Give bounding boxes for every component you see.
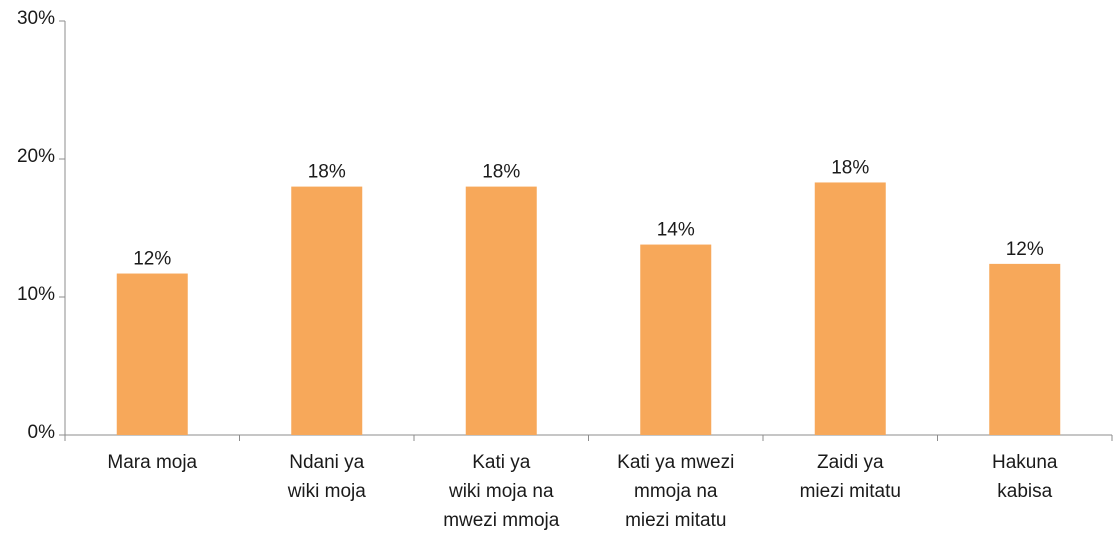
x-tick-label: miezi mitatu — [800, 481, 901, 502]
x-tick-label: kabisa — [997, 481, 1052, 502]
value-label: 12% — [133, 249, 171, 270]
y-tick-label: 20% — [17, 146, 55, 167]
bar — [465, 186, 537, 435]
value-label: 14% — [657, 220, 695, 241]
x-tick-label: Kati ya — [472, 452, 531, 473]
x-tick-label: Kati ya mwezi — [617, 452, 734, 473]
x-tick-label: Mara moja — [107, 452, 197, 473]
bar — [116, 273, 188, 435]
bar — [640, 244, 712, 435]
x-tick-label: mwezi mmoja — [443, 510, 560, 531]
bar — [814, 182, 886, 435]
x-tick-label: miezi mitatu — [625, 510, 726, 531]
value-label: 18% — [482, 162, 520, 183]
y-tick-label: 10% — [17, 284, 55, 305]
bar — [291, 186, 363, 435]
y-tick-label: 30% — [17, 8, 55, 29]
x-tick-label: wiki moja — [287, 481, 367, 502]
value-label: 18% — [831, 157, 869, 178]
value-label: 12% — [1006, 239, 1044, 260]
x-tick-label: Hakuna — [992, 452, 1058, 473]
x-tick-label: wiki moja na — [448, 481, 554, 502]
x-tick-label: Ndani ya — [289, 452, 364, 473]
y-tick-label: 0% — [28, 422, 56, 443]
bar — [989, 263, 1061, 435]
value-label: 18% — [308, 162, 346, 183]
x-tick-label: Zaidi ya — [817, 452, 884, 473]
x-tick-label: mmoja na — [634, 481, 718, 502]
